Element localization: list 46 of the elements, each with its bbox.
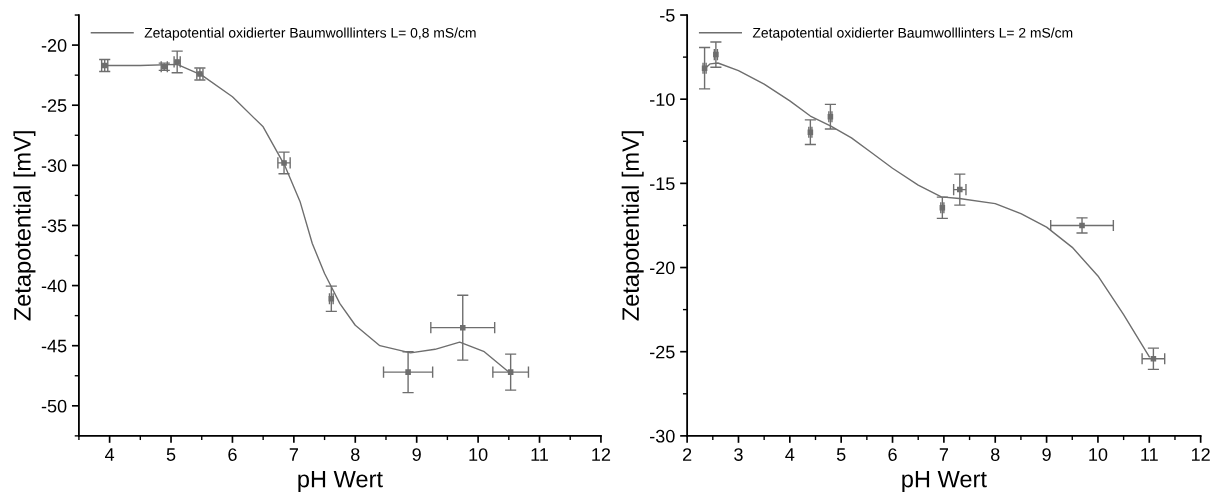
point: [1150, 355, 1157, 362]
y-tick-label: -25: [650, 345, 675, 359]
x-tick-label: 11: [1141, 448, 1158, 461]
y-tick-label: -20: [41, 39, 67, 52]
y-tick-label: -10: [650, 93, 675, 106]
y-tick-label: -5: [660, 9, 675, 22]
point: [459, 324, 466, 331]
y-axis-title: Zetapotential [mV]: [13, 131, 36, 321]
x-axis-title: pH Wert: [902, 470, 987, 493]
x-axis-title: pH Wert: [298, 470, 383, 493]
x-tick-label: 3: [734, 448, 743, 461]
point: [1079, 222, 1085, 229]
x-tick-label: 5: [166, 448, 176, 461]
y-axis-title: Zetapotential [mV]: [621, 131, 644, 321]
y-tick-label: -40: [41, 279, 67, 293]
x-tick-label: 4: [105, 448, 115, 461]
x-tick-label: 4: [785, 448, 795, 461]
x-tick-label: 11: [531, 448, 549, 461]
x-tick-label: 6: [888, 448, 897, 461]
point: [405, 369, 411, 375]
y-tick-label: -20: [650, 261, 675, 275]
x-tick-label: 7: [289, 448, 298, 461]
x-tick-label: 9: [412, 448, 421, 461]
y-tick-label: -30: [41, 159, 67, 173]
point: [507, 369, 514, 375]
y-tick-label: -15: [650, 177, 675, 191]
point: [957, 186, 963, 193]
x-tick-label: 10: [1089, 448, 1108, 461]
x-tick-label: 9: [1042, 448, 1051, 461]
y-tick-label: -45: [41, 339, 67, 353]
x-tick-label: 12: [592, 448, 611, 461]
x-tick-label: 2: [683, 448, 692, 461]
x-tick-label: 5: [836, 448, 846, 461]
x-tick-label: 8: [991, 448, 1000, 461]
x-tick-label: 8: [351, 448, 360, 461]
legend-label: Zetapotential oxidierter Baumwolllinters L= 0,8 mS/cm: [144, 27, 476, 41]
x-tick-label: 6: [228, 448, 237, 461]
y-tick-label: -25: [41, 99, 67, 112]
x-tick-label: 7: [939, 448, 948, 461]
x-tick-label: 10: [469, 448, 488, 461]
y-tick-label: -35: [41, 219, 67, 233]
y-tick-label: -30: [650, 429, 675, 443]
point: [281, 160, 287, 166]
y-tick-label: -50: [41, 399, 67, 413]
x-tick-label: 12: [1191, 448, 1210, 461]
legend-label: Zetapotential oxidierter Baumwolllinters L= 2 mS/cm: [752, 27, 1073, 41]
